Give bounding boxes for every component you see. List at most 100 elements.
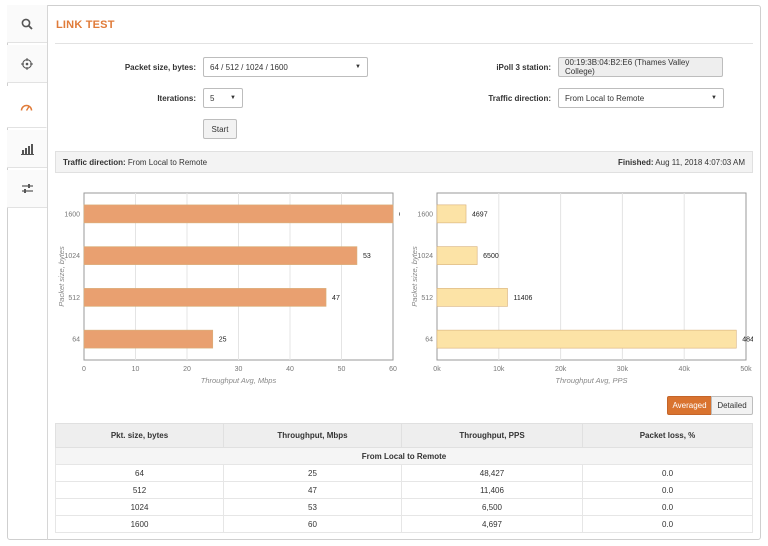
bar — [83, 288, 327, 307]
data-label: 6500 — [483, 253, 499, 260]
results-table: Pkt. size, bytes Throughput, Mbps Throug… — [55, 423, 753, 533]
sidebar-item-search[interactable] — [7, 5, 47, 43]
info-direction-value: From Local to Remote — [127, 158, 208, 167]
station-label: iPoll 3 station: — [496, 63, 551, 72]
chevron-down-icon: ▼ — [711, 95, 717, 101]
table-cell: 47 — [223, 481, 402, 499]
sliders-icon — [21, 184, 33, 193]
throughput-mbps-chart: 0 10 20 30 40 50 60 1600 60 1024 53 512 47 64 25 Throug… — [57, 192, 400, 385]
x-tick-label: 20k — [555, 366, 567, 373]
info-direction-label: Traffic direction: — [63, 158, 126, 167]
data-label: 4697 — [472, 211, 488, 218]
title-divider — [55, 43, 753, 44]
x-axis-label: Throughput Avg, Mbps — [201, 376, 277, 385]
packet-size-select[interactable]: 64 / 512 / 1024 / 1600 ▼ — [203, 57, 368, 77]
chevron-down-icon: ▼ — [230, 95, 236, 101]
y-tick-label: 1600 — [64, 211, 80, 218]
y-tick-label: 1600 — [417, 211, 433, 218]
table-cell: 4,697 — [401, 515, 583, 533]
search-icon — [21, 18, 33, 30]
direction-value: From Local to Remote — [565, 93, 645, 103]
y-tick-label: 64 — [72, 337, 80, 344]
data-label: 60 — [399, 211, 400, 218]
gauge-icon — [20, 104, 33, 111]
direction-select[interactable]: From Local to Remote ▼ — [558, 88, 724, 108]
station-field: 00:19:3B:04:B2:E6 (Thames Valley College… — [558, 57, 723, 77]
table-row: 64 25 48,427 0.0 — [55, 464, 753, 482]
table-header-row: Pkt. size, bytes Throughput, Mbps Throug… — [55, 423, 753, 448]
bars-chart-icon — [20, 143, 34, 155]
chevron-down-icon: ▼ — [355, 64, 361, 70]
x-axis-label: Throughput Avg, PPS — [555, 376, 627, 385]
result-info-bar: Traffic direction: From Local to Remote … — [55, 151, 753, 173]
sidebar — [7, 5, 48, 540]
y-tick-label: 512 — [421, 295, 433, 302]
x-tick-label: 10 — [132, 366, 140, 373]
table-row: 512 47 11,406 0.0 — [55, 481, 753, 499]
table-cell: 0.0 — [582, 498, 753, 516]
y-tick-label: 1024 — [64, 253, 80, 260]
bar — [83, 204, 394, 224]
sidebar-item-alignment[interactable] — [7, 45, 47, 83]
iterations-select[interactable]: 5 ▼ — [203, 88, 243, 108]
info-finished: Finished: Aug 11, 2018 4:07:03 AM — [618, 158, 745, 167]
bar — [436, 288, 508, 307]
page-title: LINK TEST — [56, 19, 115, 31]
table-cell: 0.0 — [582, 464, 753, 482]
sidebar-item-settings[interactable] — [7, 170, 47, 208]
bar — [436, 204, 467, 224]
sidebar-item-link-test[interactable] — [7, 86, 47, 128]
table-group-row: From Local to Remote — [55, 447, 753, 465]
table-cell: 6,500 — [401, 498, 583, 516]
iterations-label: Iterations: — [157, 94, 196, 103]
info-direction: Traffic direction: From Local to Remote — [63, 158, 207, 167]
crosshair-icon — [21, 57, 33, 70]
x-tick-label: 60 — [389, 366, 397, 373]
detailed-toggle[interactable]: Detailed — [711, 396, 753, 415]
iterations-value: 5 — [210, 93, 215, 103]
table-cell: 1024 — [55, 498, 224, 516]
y-axis-label: Packet size, bytes — [57, 246, 66, 307]
table-cell: 1600 — [55, 515, 224, 533]
data-label: 48427 — [742, 337, 753, 344]
column-header: Packet loss, % — [582, 423, 753, 448]
table-cell: 64 — [55, 464, 224, 482]
x-tick-label: 30 — [235, 366, 243, 373]
table-cell: 48,427 — [401, 464, 583, 482]
bar — [83, 329, 214, 349]
bar — [436, 329, 737, 349]
x-tick-label: 40k — [679, 366, 691, 373]
table-cell: 11,406 — [401, 481, 583, 499]
x-tick-label: 10k — [493, 366, 505, 373]
table-cell: 0.0 — [582, 515, 753, 533]
direction-label: Traffic direction: — [488, 94, 551, 103]
y-tick-label: 512 — [68, 295, 80, 302]
data-label: 53 — [363, 253, 371, 260]
start-button[interactable]: Start — [203, 119, 237, 139]
bar — [436, 246, 478, 265]
table-row: 1600 60 4,697 0.0 — [55, 515, 753, 533]
table-row: 1024 53 6,500 0.0 — [55, 498, 753, 516]
averaged-toggle[interactable]: Averaged — [667, 396, 712, 415]
throughput-pps-chart: 0k 10k 20k 30k 40k 50k 1600 4697 1024 6500 512 1140… — [410, 192, 753, 385]
x-tick-label: 0k — [433, 366, 441, 373]
table-cell: 0.0 — [582, 481, 753, 499]
table-cell: 25 — [223, 464, 402, 482]
x-tick-label: 50 — [338, 366, 346, 373]
x-tick-label: 20 — [183, 366, 191, 373]
table-cell: 512 — [55, 481, 224, 499]
x-tick-label: 30k — [617, 366, 629, 373]
sidebar-item-statistics[interactable] — [7, 130, 47, 168]
x-tick-label: 50k — [740, 366, 752, 373]
x-tick-label: 40 — [286, 366, 294, 373]
data-label: 25 — [219, 337, 227, 344]
packet-size-label: Packet size, bytes: — [124, 63, 196, 72]
table-cell: 60 — [223, 515, 402, 533]
info-finished-label: Finished: — [617, 158, 654, 167]
info-finished-value: Aug 11, 2018 4:07:03 AM — [655, 158, 745, 167]
table-cell: 53 — [223, 498, 402, 516]
column-header: Throughput, Mbps — [223, 423, 402, 448]
packet-size-value: 64 / 512 / 1024 / 1600 — [210, 62, 288, 72]
bar — [83, 246, 358, 265]
y-axis-label: Packet size, bytes — [410, 246, 419, 307]
